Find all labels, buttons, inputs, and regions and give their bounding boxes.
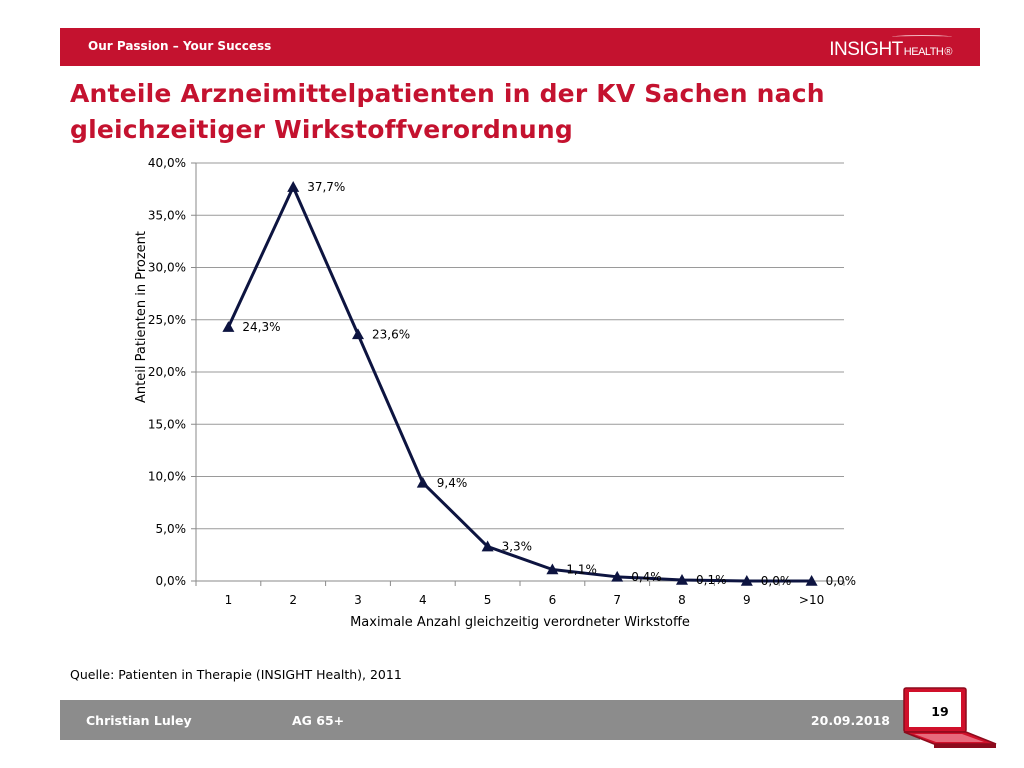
data-label-5: 1,1% <box>566 563 597 577</box>
y-tick-label-6: 30,0% <box>148 261 186 275</box>
x-tick-label-7: 8 <box>678 593 686 607</box>
data-label-6: 0,4% <box>631 570 662 584</box>
data-label-9: 0,0% <box>826 574 857 588</box>
data-point-5 <box>546 563 559 575</box>
data-point-4 <box>481 540 494 552</box>
x-tick-label-1: 2 <box>289 593 297 607</box>
footer-author: Christian Luley <box>86 713 192 728</box>
y-tick-label-5: 25,0% <box>148 313 186 327</box>
page-title: Anteile Arzneimittelpatienten in der KV … <box>70 76 970 148</box>
series-line <box>227 185 812 583</box>
y-tick-label-1: 5,0% <box>156 522 187 536</box>
data-label-1: 37,7% <box>307 180 345 194</box>
x-tick-label-8: 9 <box>743 593 751 607</box>
x-tick-label-5: 6 <box>549 593 557 607</box>
x-tick-label-9: >10 <box>799 593 824 607</box>
tagline: Our Passion – Your Success <box>88 39 272 53</box>
data-label-3: 9,4% <box>437 476 468 490</box>
data-label-4: 3,3% <box>502 540 532 554</box>
y-tick-label-8: 40,0% <box>148 156 186 170</box>
x-tick-label-3: 4 <box>419 593 427 607</box>
y-tick-label-2: 10,0% <box>148 470 186 484</box>
data-point-3 <box>416 476 429 488</box>
x-tick-label-2: 3 <box>354 593 362 607</box>
title-line-1: Anteile Arzneimittelpatienten in der KV … <box>70 79 825 108</box>
data-label-2: 23,6% <box>372 327 410 341</box>
logo-swoosh-icon <box>892 35 952 39</box>
y-axis-title: Anteil Patienten in Prozent <box>134 231 149 403</box>
source-note: Quelle: Patienten in Therapie (INSIGHT H… <box>70 667 402 682</box>
data-point-6 <box>611 570 624 582</box>
line-chart: 0,0%5,0%10,0%15,0%20,0%25,0%30,0%35,0%40… <box>134 156 857 630</box>
data-point-2 <box>352 328 364 340</box>
data-point-1 <box>287 181 300 192</box>
laptop-icon <box>903 687 997 748</box>
footer-date: 20.09.2018 <box>810 713 890 728</box>
footer-event: AG 65+ <box>292 713 345 728</box>
y-tick-label-3: 15,0% <box>148 417 186 431</box>
x-axis-title: Maximale Anzahl gleichzeitig verordneter… <box>350 615 690 630</box>
footer-bar: Christian Luley AG 65+ 20.09.2018 <box>60 700 920 740</box>
data-point-9 <box>805 575 818 586</box>
x-tick-label-6: 7 <box>613 593 621 607</box>
y-tick-label-7: 35,0% <box>148 208 186 222</box>
page-number: 19 <box>931 704 949 719</box>
x-tick-label-0: 1 <box>225 593 233 607</box>
title-line-2: gleichzeitiger Wirkstoffverordnung <box>70 115 574 144</box>
x-tick-label-4: 5 <box>484 593 492 607</box>
data-point-0 <box>222 321 235 332</box>
data-label-8: 0,0% <box>761 574 792 588</box>
data-label-7: 0,1% <box>696 573 727 587</box>
y-tick-label-4: 20,0% <box>148 365 186 379</box>
header-bar: Our Passion – Your Success INSIGHTHEALTH… <box>60 28 980 66</box>
data-label-0: 24,3% <box>242 320 280 334</box>
y-tick-label-0: 0,0% <box>156 574 187 588</box>
data-point-8 <box>740 575 753 586</box>
insight-health-logo: INSIGHTHEALTH® <box>829 39 952 60</box>
data-point-7 <box>676 573 688 585</box>
